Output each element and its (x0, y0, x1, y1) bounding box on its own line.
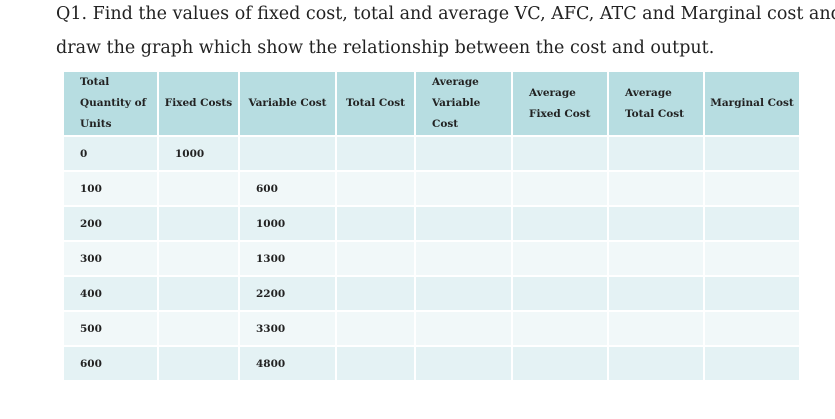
table-cell: 4800 (238, 345, 337, 382)
table-cell (335, 345, 416, 382)
table-row: 500 3300 (62, 310, 801, 347)
table-row: 200 1000 (62, 205, 801, 242)
table-cell (607, 205, 705, 242)
column-header: Total Quantity of Units (62, 70, 159, 137)
table-cell (157, 345, 240, 382)
table-cell: 2200 (238, 275, 337, 312)
table-cell: 500 (62, 310, 159, 347)
table-cell (335, 275, 416, 312)
table-cell (335, 205, 416, 242)
table-cell: 400 (62, 275, 159, 312)
table-body: 0 1000 100 600 200 1000 300 1300 400 2200 500 3300 6… (62, 135, 801, 382)
table-row: 300 1300 (62, 240, 801, 277)
column-header: Average Total Cost (607, 70, 705, 137)
table-cell (414, 310, 513, 347)
table-cell: 0 (62, 135, 159, 172)
table-cell: 600 (238, 170, 337, 207)
table-cell (607, 310, 705, 347)
table-cell (157, 240, 240, 277)
table-cell (335, 310, 416, 347)
table-cell: 1000 (238, 205, 337, 242)
column-header: Total Cost (335, 70, 416, 137)
table-cell (607, 240, 705, 277)
table-cell: 300 (62, 240, 159, 277)
table-cell: 200 (62, 205, 159, 242)
table-cell: 100 (62, 170, 159, 207)
table-cell: 1300 (238, 240, 337, 277)
table-cell (511, 240, 609, 277)
table-cell (703, 310, 801, 347)
table-cell (157, 170, 240, 207)
column-header: Average Variable Cost (414, 70, 513, 137)
table-cell (157, 205, 240, 242)
table-cell (414, 240, 513, 277)
table-cell (703, 240, 801, 277)
cost-table: Total Quantity of Units Fixed Costs Variab… (62, 70, 801, 382)
table-cell (414, 170, 513, 207)
table-cell: 3300 (238, 310, 337, 347)
table-cell (157, 310, 240, 347)
table-cell (607, 170, 705, 207)
table-cell (335, 240, 416, 277)
table-cell (703, 205, 801, 242)
question-line: Q1. Find the values of fixed cost, total… (56, 4, 835, 24)
table-cell (511, 345, 609, 382)
column-header: Average Fixed Cost (511, 70, 609, 137)
table-cell (511, 275, 609, 312)
table-cell (157, 275, 240, 312)
table-cell (703, 170, 801, 207)
column-header: Fixed Costs (157, 70, 240, 137)
table-cell (414, 205, 513, 242)
table-cell (335, 135, 416, 172)
table-cell (414, 275, 513, 312)
header-row: Total Quantity of Units Fixed Costs Variab… (62, 70, 801, 137)
table-cell (335, 170, 416, 207)
table-cell (607, 135, 705, 172)
table-row: 400 2200 (62, 275, 801, 312)
column-header: Marginal Cost (703, 70, 801, 137)
table-row: 0 1000 (62, 135, 801, 172)
table-cell (511, 310, 609, 347)
table-cell (511, 205, 609, 242)
table-cell (703, 275, 801, 312)
column-header: Variable Cost (238, 70, 337, 137)
table-cell (703, 345, 801, 382)
table-cell (511, 135, 609, 172)
table-cell (414, 135, 513, 172)
table-cell: 1000 (157, 135, 240, 172)
table-cell (607, 275, 705, 312)
table-cell (238, 135, 337, 172)
table-cell (511, 170, 609, 207)
table-cell: 600 (62, 345, 159, 382)
table-cell (703, 135, 801, 172)
table-cell (414, 345, 513, 382)
table-cell (607, 345, 705, 382)
table-row: 100 600 (62, 170, 801, 207)
table-row: 600 4800 (62, 345, 801, 382)
question-line: draw the graph which show the relationsh… (56, 38, 715, 58)
